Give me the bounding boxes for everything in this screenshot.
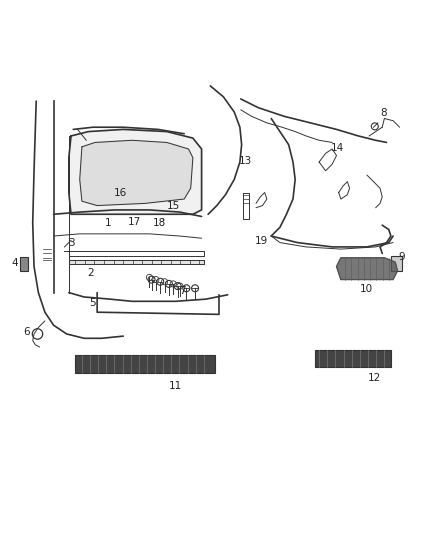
Bar [315, 350, 391, 367]
Text: 12: 12 [368, 373, 381, 383]
Text: 19: 19 [255, 236, 268, 246]
Text: 16: 16 [113, 188, 127, 198]
Polygon shape [336, 258, 397, 279]
Polygon shape [80, 140, 193, 206]
Bar [391, 256, 402, 271]
Text: 14: 14 [331, 143, 344, 152]
Bar [75, 355, 215, 373]
Text: 15: 15 [167, 200, 180, 211]
Text: 10: 10 [360, 284, 373, 294]
Text: 11: 11 [169, 381, 182, 391]
Text: 7: 7 [179, 286, 185, 296]
Bar [20, 257, 28, 271]
Text: 1: 1 [105, 218, 111, 228]
Text: 13: 13 [238, 156, 252, 166]
Text: 8: 8 [380, 108, 387, 118]
Text: 18: 18 [153, 218, 166, 228]
Text: 9: 9 [399, 252, 405, 262]
Text: 2: 2 [87, 268, 94, 278]
Text: 17: 17 [127, 217, 141, 227]
Text: 4: 4 [11, 258, 18, 268]
Polygon shape [69, 260, 204, 264]
Polygon shape [69, 130, 201, 214]
Text: 3: 3 [68, 238, 74, 247]
Text: 5: 5 [89, 297, 96, 308]
Text: 6: 6 [23, 327, 30, 337]
